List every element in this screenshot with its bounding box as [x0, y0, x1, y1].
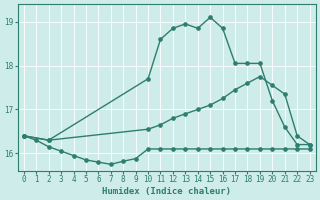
- X-axis label: Humidex (Indice chaleur): Humidex (Indice chaleur): [102, 187, 231, 196]
